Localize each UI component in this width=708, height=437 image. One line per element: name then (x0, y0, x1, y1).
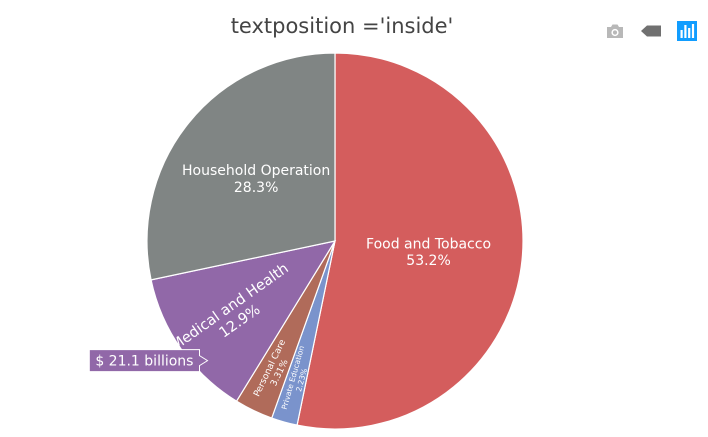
hover-tooltip-box (88, 349, 209, 373)
slice-label-percent: 53.2% (406, 253, 450, 269)
camera-icon[interactable] (604, 20, 626, 42)
arrow-left-icon[interactable] (640, 20, 662, 42)
slice-label-name: Food and Tobacco (366, 236, 491, 252)
modebar (604, 20, 698, 42)
pie-slice-food-and-tobacco[interactable] (296, 52, 524, 430)
pie-slice-household-operation[interactable] (146, 52, 336, 281)
chart-title: textposition ='inside' (230, 14, 454, 38)
slice-label-name: Household Operation (182, 163, 330, 179)
hover-tooltip-text: $ 21.1 billions (95, 354, 193, 370)
slice-label-percent: 28.3% (234, 180, 278, 196)
hover-tooltip: $ 21.1 billions (88, 349, 209, 373)
bar-chart-icon[interactable] (676, 20, 698, 42)
